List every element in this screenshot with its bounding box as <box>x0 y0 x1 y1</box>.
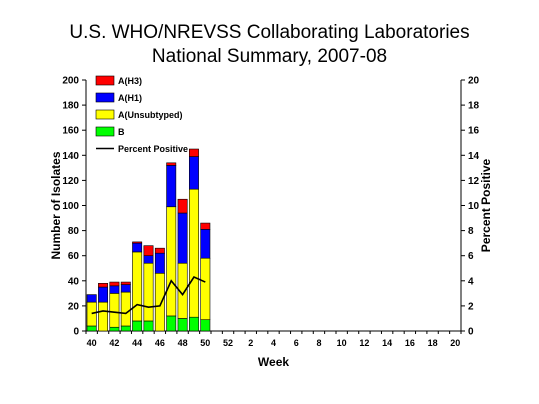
bar-a-h1 <box>109 285 120 294</box>
bar-a-h1 <box>166 165 177 208</box>
y2-tick-label: 12 <box>468 176 480 187</box>
bar-a-h3 <box>166 162 177 166</box>
y-tick-label: 140 <box>62 151 79 162</box>
bar-a-h3 <box>98 283 109 288</box>
bar-b <box>177 318 188 332</box>
bar-a-unsubtyped <box>200 257 211 321</box>
bar-a-h3 <box>177 198 188 214</box>
bar-a-h1 <box>86 294 97 303</box>
y-tick-label: 200 <box>62 76 79 87</box>
y-tick-label: 0 <box>73 327 79 338</box>
bar-b <box>188 316 199 332</box>
x-tick-label: 4 <box>271 338 276 348</box>
bar-a-unsubtyped <box>109 293 120 328</box>
bar-a-h3 <box>132 241 143 244</box>
y2-tick-label: 2 <box>468 301 474 312</box>
bar-b <box>166 315 177 332</box>
chart-title-line-1: U.S. WHO/NREVSS Collaborating Laboratori… <box>69 22 470 43</box>
legend-label: A(H1) <box>118 93 142 103</box>
bar-b <box>200 319 211 332</box>
x-tick-label: 6 <box>294 338 299 348</box>
y-tick-label: 160 <box>62 126 79 137</box>
y-tick-label: 80 <box>68 226 80 237</box>
bar-a-unsubtyped <box>154 272 165 332</box>
bar-a-h3 <box>200 222 211 230</box>
legend-swatch-b <box>95 126 115 137</box>
bar-b <box>143 320 154 332</box>
y2-tick-label: 14 <box>468 151 480 162</box>
y2-tick-label: 0 <box>468 327 474 338</box>
x-axis-title: Week <box>258 355 289 369</box>
bar-b <box>120 325 131 332</box>
bar-a-h3 <box>109 281 120 287</box>
legend-swatch-a-unsubtyped <box>95 109 115 120</box>
bar-a-unsubtyped <box>98 301 109 332</box>
x-tick-label: 8 <box>316 338 321 348</box>
y-tick-label: 180 <box>62 101 79 112</box>
x-tick-label: 14 <box>382 338 392 348</box>
bar-a-h1 <box>132 242 143 253</box>
y-tick-label: 20 <box>68 301 80 312</box>
legend-swatch-a-h3 <box>95 75 115 86</box>
bar-a-unsubtyped <box>166 206 177 317</box>
legend-label: Percent Positive <box>118 144 188 154</box>
bar-a-h1 <box>177 212 188 264</box>
x-tick-label: 12 <box>359 338 369 348</box>
bar-a-h1 <box>120 284 131 293</box>
bar-a-h3 <box>143 245 154 257</box>
bar-a-h1 <box>143 255 154 264</box>
y2-tick-label: 20 <box>468 76 480 87</box>
bar-b <box>132 320 143 332</box>
x-tick-label: 40 <box>87 338 97 348</box>
bar-a-unsubtyped <box>188 188 199 318</box>
bar-a-h1 <box>154 252 165 274</box>
legend-swatch-a-h1 <box>95 92 115 103</box>
y2-axis-title: Percent Positive <box>479 158 493 252</box>
y-tick-label: 40 <box>68 276 80 287</box>
x-tick-label: 48 <box>178 338 188 348</box>
y-tick-label: 60 <box>68 251 80 262</box>
y2-tick-label: 16 <box>468 126 480 137</box>
y2-tick-label: 18 <box>468 101 480 112</box>
x-tick-label: 42 <box>109 338 119 348</box>
bar-a-unsubtyped <box>132 251 143 322</box>
x-tick-label: 46 <box>155 338 165 348</box>
y-axis-title: Number of Isolates <box>49 151 63 259</box>
bar-a-h1 <box>200 229 211 259</box>
bar-a-h1 <box>98 286 109 303</box>
bar-b <box>86 325 97 332</box>
percent-positive-line <box>91 276 206 315</box>
bar-a-h3 <box>188 148 199 157</box>
legend-label: A(Unsubtyped) <box>118 110 183 120</box>
bar-a-unsubtyped <box>143 262 154 322</box>
bar-a-h1 <box>188 156 199 190</box>
bar-a-unsubtyped <box>86 301 97 327</box>
x-tick-label: 52 <box>223 338 233 348</box>
x-tick-label: 2 <box>248 338 253 348</box>
x-tick-label: 50 <box>200 338 210 348</box>
y2-tick-label: 6 <box>468 251 474 262</box>
y-tick-label: 100 <box>62 201 79 212</box>
y2-tick-label: 10 <box>468 201 480 212</box>
legend-label: A(H3) <box>118 76 142 86</box>
chart-title-line-2: National Summary, 2007-08 <box>151 46 388 67</box>
bar-b <box>109 326 120 332</box>
x-tick-label: 20 <box>450 338 460 348</box>
x-tick-label: 10 <box>337 338 347 348</box>
y2-tick-label: 8 <box>468 226 474 237</box>
y2-tick-label: 4 <box>468 276 474 287</box>
x-tick-label: 16 <box>405 338 415 348</box>
y-tick-label: 120 <box>62 176 79 187</box>
bar-a-h3 <box>154 247 165 254</box>
x-tick-label: 18 <box>428 338 438 348</box>
bar-a-unsubtyped <box>120 291 131 327</box>
bar-a-h3 <box>120 281 131 285</box>
legend-label: B <box>118 127 125 137</box>
x-tick-label: 44 <box>132 338 142 348</box>
